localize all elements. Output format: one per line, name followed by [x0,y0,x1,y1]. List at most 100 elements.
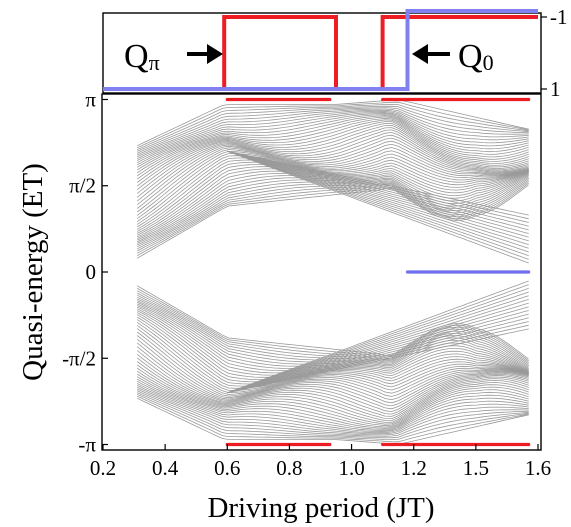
band-line-lower [136,346,529,412]
band-line-lower [136,338,529,407]
x-tick-label: 0.6 [214,456,240,480]
band-line-upper [137,107,529,154]
band-line-lower [137,301,529,371]
band-line-lower [136,357,529,420]
band-line-upper [137,103,529,150]
quasi-energy-bands [136,99,529,445]
top-series-line-1 [103,9,538,91]
band-line-upper [136,184,529,259]
band-line-upper [136,161,529,230]
band-cross-lower [227,321,529,394]
band-line-lower [137,300,529,370]
band-line-lower [137,392,529,439]
y-tick-label: π/2 [69,174,96,198]
band-line-upper [136,134,529,202]
band-line-upper [137,99,529,147]
band-cross-upper [227,150,529,249]
y-tick-label: π [85,87,96,111]
band-line-upper [136,153,529,222]
band-line-lower [137,294,529,367]
band-line-upper [136,147,529,216]
band-line-upper [137,177,529,250]
band-line-lower [137,303,529,372]
band-line-upper [136,117,529,174]
q-pi-arrow-icon [187,44,223,64]
band-line-lower [137,394,529,441]
x-tick-label: 1.5 [463,456,489,480]
band-line-lower [136,367,529,425]
band-cross-upper [227,150,529,242]
band-line-lower [136,350,529,415]
band-line-lower [136,328,529,397]
band-cross-upper [227,150,529,260]
band-line-lower [137,378,529,430]
x-tick-label: 0.4 [152,456,179,480]
band-line-lower [136,325,529,394]
main-panel: 0.2 0.4 0.6 0.8 1.0 1.2 1.5 1.6 π π/2 0 -π/2 -π Dri… [17,87,551,524]
band-line-lower [136,364,529,423]
band-line-lower [137,312,529,380]
band-line-lower [136,376,529,429]
band-line-lower [137,385,529,434]
band-line-upper [137,108,529,156]
band-cross-lower [227,328,529,394]
band-line-lower [136,335,529,404]
x-tick-label: 1.6 [525,456,551,480]
band-cross-upper [227,150,529,245]
band-line-lower [137,388,529,436]
band-cross-lower [227,317,529,394]
band-line-upper [136,119,529,177]
band-line-lower [137,386,529,435]
band-line-lower [137,381,529,431]
band-line-lower [136,342,529,410]
q-0-label: Q0 [458,38,494,75]
band-cross-lower [227,306,529,394]
band-line-upper [136,124,529,187]
band-cross-upper [227,150,529,227]
band-line-upper [137,109,529,158]
band-cross-upper [227,150,529,238]
band-line-upper [136,127,529,191]
band-cross-lower [227,280,529,394]
band-line-upper [136,137,529,206]
band-line-lower [136,316,529,385]
band-cross-upper [227,150,529,264]
band-cross-lower [227,291,529,394]
band-line-upper [137,113,529,163]
y-axis-ticks: π π/2 0 -π/2 -π [62,87,108,457]
y-tick-label: -π/2 [62,346,96,370]
top-series-group [103,9,538,91]
x-tick-label: 0.8 [276,456,302,480]
x-tick-label: 1.2 [401,456,427,480]
top-panel-frame [102,12,542,94]
band-line-lower [137,298,529,369]
band-cross-lower [227,313,529,394]
q-0-annotation: Q0 [412,38,494,75]
q-pi-label: Qπ [124,38,160,75]
band-line-upper [137,164,529,232]
band-line-upper [136,122,529,183]
x-tick-label: 1.0 [338,456,364,480]
y-tick-label: 0 [86,260,97,284]
top-y-tick-label: -1 [550,5,568,29]
band-line-upper [137,105,529,152]
band-cross-lower [227,302,529,394]
x-axis-ticks: 0.2 0.4 0.6 0.8 1.0 1.2 1.5 1.6 [90,444,551,480]
band-cross-upper [227,150,529,216]
band-cross-lower [227,295,529,394]
band-line-lower [136,353,529,417]
edge-states [225,97,531,447]
band-line-lower [136,331,529,401]
band-line-lower [136,373,529,428]
band-line-lower [137,383,529,432]
band-line-lower [137,395,529,443]
band-line-upper [137,114,529,166]
band-line-lower [136,314,529,383]
band-line-lower [136,361,529,422]
band-cross-upper [227,150,529,257]
top-y-ticks: -1 1 [541,5,568,101]
band-cross-lower [227,310,529,394]
band-line-upper [137,173,529,243]
band-line-upper [136,143,529,213]
